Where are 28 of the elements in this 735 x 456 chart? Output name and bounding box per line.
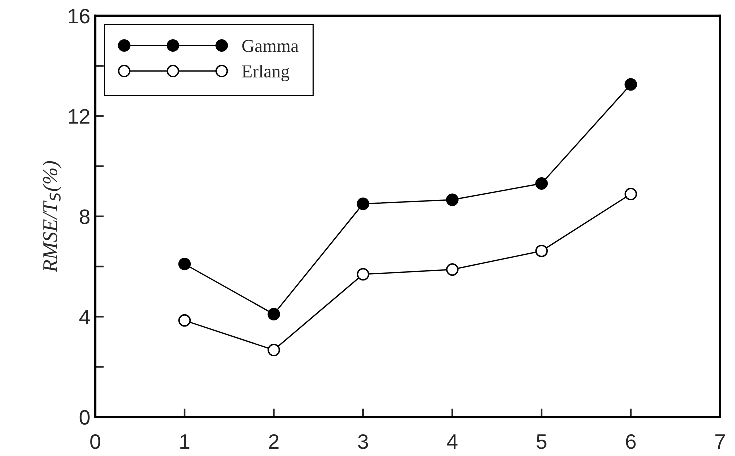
x-tick-label: 5 [536, 434, 547, 450]
point [268, 344, 280, 357]
x-tick-label: 4 [447, 434, 458, 450]
y-tick-label: 12 [69, 109, 90, 124]
point [536, 244, 548, 258]
y-tick-label: 16 [69, 8, 90, 24]
legend-label: Erlang [242, 65, 290, 82]
point [178, 314, 192, 327]
point [446, 264, 459, 276]
point [357, 268, 370, 281]
y-tick-label: 0 [80, 410, 90, 425]
point [178, 258, 192, 270]
x-tick-label: 7 [716, 434, 726, 450]
point [357, 198, 370, 210]
point [624, 78, 638, 91]
point [536, 177, 548, 190]
y-axis-title: RMSE/T$_{S}$(%) [42, 161, 62, 273]
x-tick-label: 1 [180, 434, 190, 450]
legend-label: Gamma [242, 40, 299, 52]
point [446, 194, 459, 206]
x-tick-label: 2 [269, 434, 279, 450]
point [624, 188, 638, 201]
x-tick-label: 3 [358, 434, 368, 450]
x-tick-label: 6 [626, 434, 636, 450]
y-tick-label: 8 [80, 210, 90, 224]
x-tick-label: 0 [90, 434, 101, 450]
point [268, 308, 280, 321]
y-tick-label: 4 [80, 310, 90, 324]
